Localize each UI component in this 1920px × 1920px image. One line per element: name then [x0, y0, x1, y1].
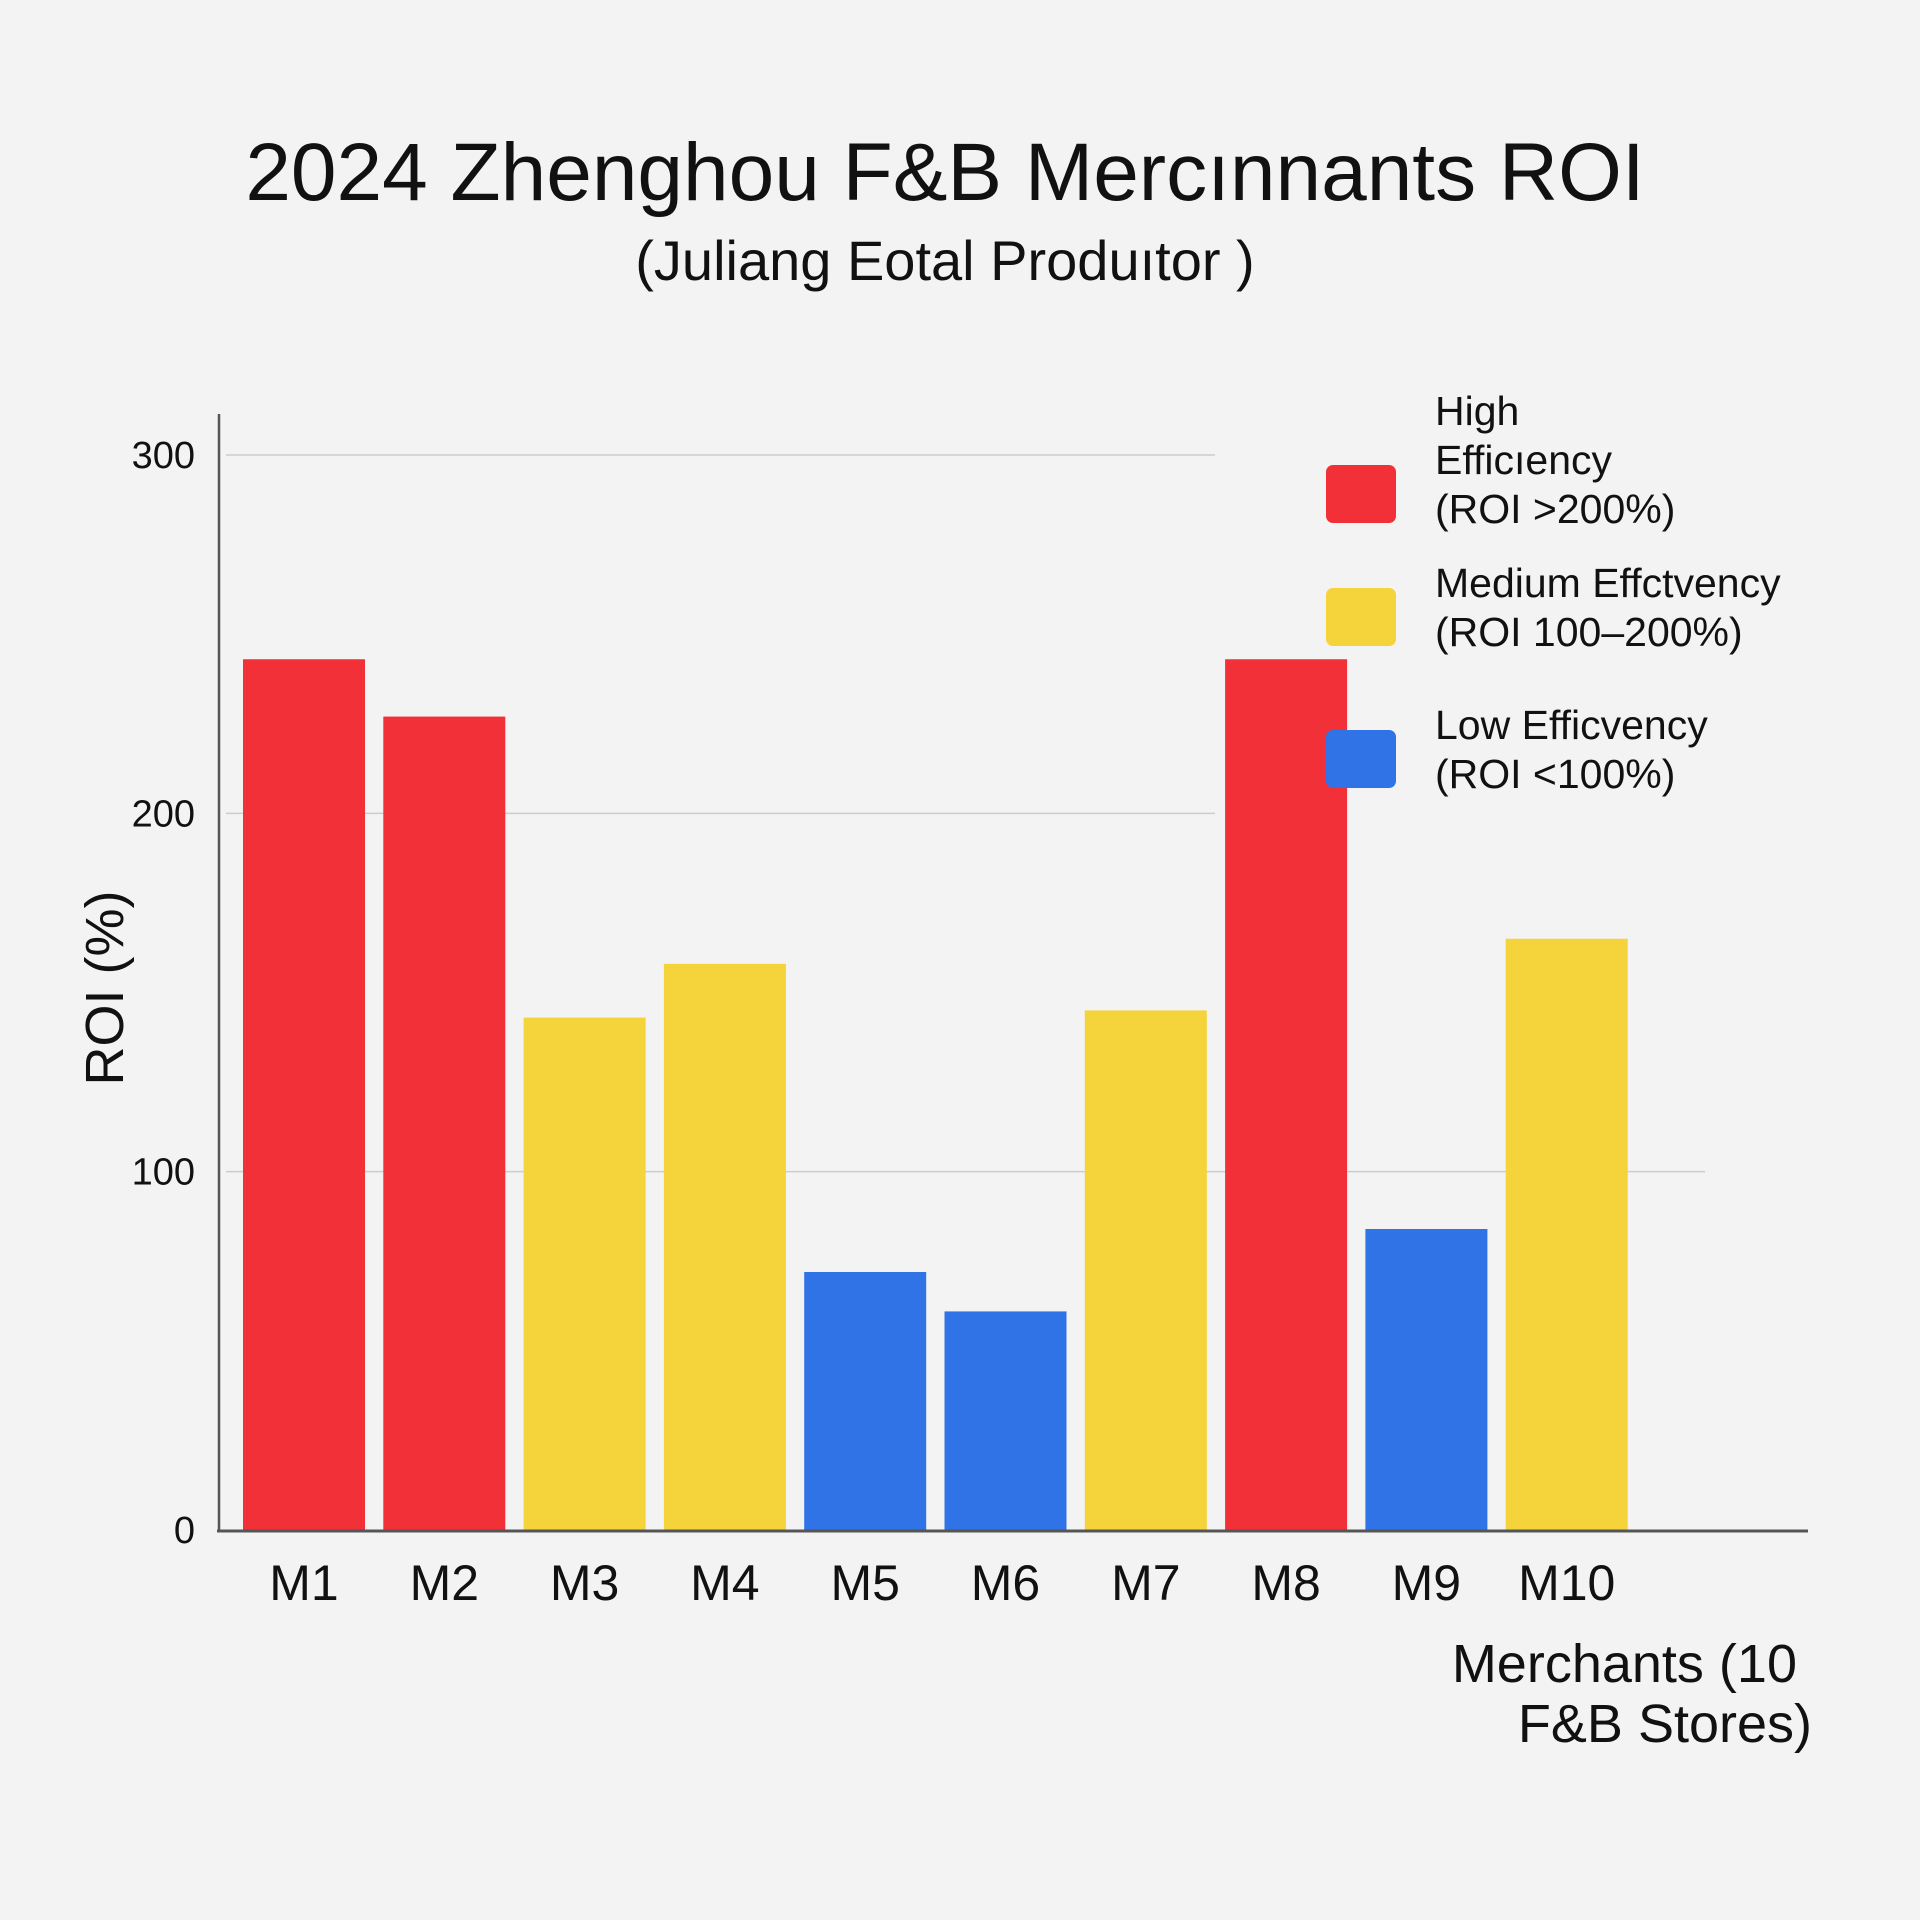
x-category-label-m5: M5: [830, 1555, 899, 1611]
x-category-label-m6: M6: [971, 1555, 1040, 1611]
x-category-label-m9: M9: [1392, 1555, 1461, 1611]
bars: [243, 659, 1628, 1530]
chart-subtitle: (Juliang Εotal Produıtor ): [635, 229, 1254, 292]
x-category-labels: M1 M2 M3 M4 M5 M6 M7 M8 M9 M10: [269, 1555, 1615, 1611]
bar-m9: [1365, 1229, 1488, 1530]
x-axis-label-line-1: Merchants (10: [1452, 1634, 1797, 1694]
chart-title: 2024 Zhenghou F&B Mercınnants ROI: [245, 127, 1644, 218]
legend-swatch-low: [1326, 730, 1396, 788]
x-category-label-m1: M1: [269, 1555, 338, 1611]
y-axis-label: ROI (%): [75, 891, 135, 1086]
legend-swatch-high: [1326, 465, 1396, 523]
legend-label-high-line-2: Efficıency: [1435, 437, 1612, 483]
x-axis-label: Merchants (10 F&B Stores): [1452, 1634, 1812, 1754]
legend-swatch-medium: [1326, 588, 1396, 646]
legend: High Efficıency (ROI >200%) Medium Effctven…: [1326, 388, 1781, 797]
bar-m6: [944, 1311, 1067, 1530]
legend-label-medium-line-1: Medium Effctvency: [1435, 560, 1781, 606]
bar-m1: [243, 659, 365, 1530]
bar-m3: [523, 1017, 646, 1530]
legend-label-medium-line-2: (ROI 100–200%): [1435, 609, 1743, 655]
legend-label-low: Low Efficvency (ROI <100%): [1435, 702, 1708, 797]
legend-label-medium: Medium Effctvency (ROI 100–200%): [1435, 560, 1781, 655]
x-category-label-m3: M3: [550, 1555, 619, 1611]
bar-m5: [804, 1272, 927, 1530]
bar-m8: [1225, 659, 1348, 1530]
y-tick-label-100: 100: [132, 1152, 195, 1194]
x-category-label-m10: M10: [1518, 1555, 1615, 1611]
legend-label-high-line-1: High: [1435, 388, 1519, 434]
legend-label-high-line-3: (ROI >200%): [1435, 486, 1675, 532]
bar-m2: [383, 716, 506, 1530]
legend-label-low-line-1: Low Efficvency: [1435, 702, 1708, 748]
y-tick-label-200: 200: [132, 793, 195, 835]
x-category-label-m2: M2: [410, 1555, 479, 1611]
legend-label-low-line-2: (ROI <100%): [1435, 751, 1675, 797]
bar-m7: [1084, 1010, 1207, 1530]
bar-m10: [1505, 938, 1628, 1530]
legend-label-high: High Efficıency (ROI >200%): [1435, 388, 1675, 532]
x-category-label-m7: M7: [1111, 1555, 1180, 1611]
x-axis-label-line-2: F&B Stores): [1518, 1694, 1812, 1754]
x-category-label-m8: M8: [1251, 1555, 1320, 1611]
x-category-label-m4: M4: [690, 1555, 759, 1611]
y-tick-label-300: 300: [132, 435, 195, 477]
bar-m4: [663, 963, 786, 1530]
y-tick-label-0: 0: [174, 1510, 195, 1552]
y-tick-labels: 0 100 200 300: [132, 435, 195, 1552]
